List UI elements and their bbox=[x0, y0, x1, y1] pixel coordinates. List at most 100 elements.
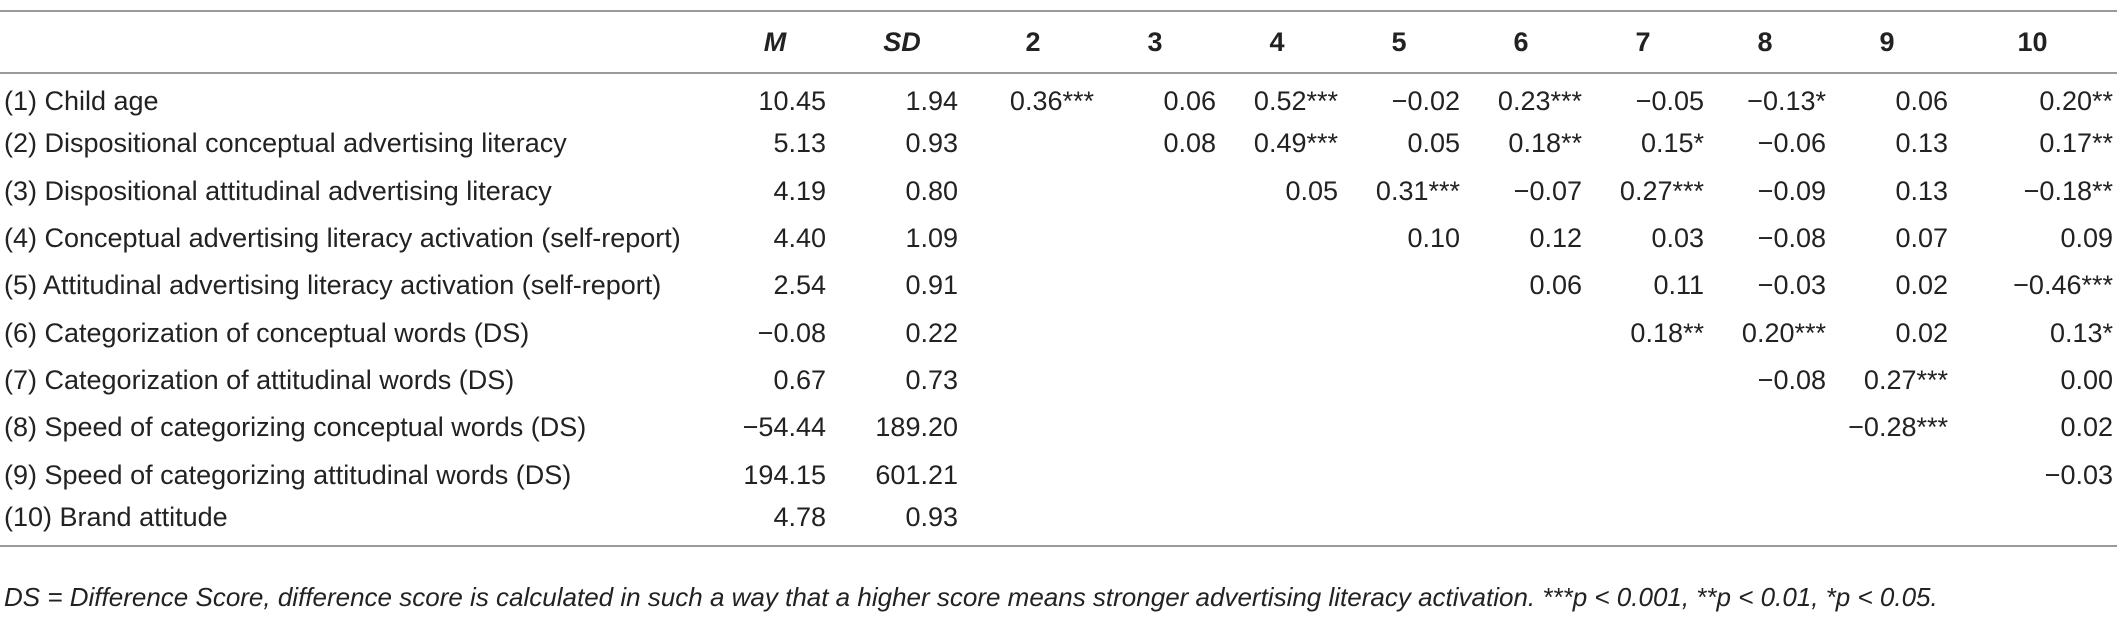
row-sd: 0.73 bbox=[905, 364, 958, 395]
correlation-cell bbox=[1460, 404, 1582, 451]
correlation-cell bbox=[1216, 451, 1338, 498]
correlation-cell: 0.00 bbox=[2060, 364, 2113, 395]
correlation-cell bbox=[1460, 357, 1582, 404]
correlation-cell bbox=[1704, 451, 1826, 498]
row-mean: 5.13 bbox=[773, 128, 826, 159]
correlation-cell: 0.11 bbox=[1653, 270, 1704, 301]
table-row: (9) Speed of categorizing attitudinal wo… bbox=[0, 451, 2117, 498]
correlation-cell: 0.07 bbox=[1895, 223, 1948, 254]
correlation-cell: −0.18** bbox=[2023, 175, 2113, 206]
correlation-cell bbox=[1094, 168, 1216, 215]
correlation-cell bbox=[1216, 404, 1338, 451]
row-variable-label: (8) Speed of categorizing conceptual wor… bbox=[4, 412, 587, 443]
correlation-cell: 0.06 bbox=[1895, 85, 1948, 116]
row-sd: 0.93 bbox=[832, 498, 972, 547]
correlation-cell: −0.28*** bbox=[1848, 412, 1948, 443]
correlation-cell bbox=[1094, 451, 1216, 498]
correlation-cell bbox=[1338, 262, 1460, 309]
correlation-cell: 0.02 bbox=[1895, 317, 1948, 348]
correlation-cell bbox=[1216, 498, 1338, 547]
row-variable-label: (9) Speed of categorizing attitudinal wo… bbox=[4, 459, 572, 490]
correlation-cell bbox=[1216, 262, 1338, 309]
table-row: (6) Categorization of conceptual words (… bbox=[0, 309, 2117, 356]
correlation-cell: −0.06 bbox=[1757, 128, 1826, 159]
correlation-cell bbox=[1582, 357, 1704, 404]
correlation-cell: 0.52*** bbox=[1253, 85, 1338, 116]
row-mean: 10.45 bbox=[758, 85, 826, 116]
row-mean: 0.67 bbox=[773, 364, 826, 395]
correlation-cell bbox=[972, 168, 1094, 215]
header-mean: M bbox=[718, 10, 832, 74]
correlation-cell bbox=[972, 451, 1094, 498]
header-col-3: 3 bbox=[1094, 10, 1216, 74]
correlation-cell: 0.13 bbox=[1895, 175, 1948, 206]
table-header: M SD 2 3 4 5 6 7 8 9 10 bbox=[0, 10, 2117, 74]
correlation-cell bbox=[1094, 215, 1216, 262]
correlation-cell: 0.05 bbox=[1407, 128, 1460, 159]
correlation-cell: 0.20** bbox=[2039, 85, 2113, 116]
correlation-cell: −0.02 bbox=[1391, 85, 1460, 116]
row-mean: 4.19 bbox=[773, 175, 826, 206]
correlation-cell bbox=[1338, 309, 1460, 356]
correlation-cell bbox=[1216, 357, 1338, 404]
row-sd: 0.22 bbox=[905, 317, 958, 348]
correlation-cell: 0.10 bbox=[1407, 223, 1460, 254]
correlation-cell bbox=[972, 357, 1094, 404]
row-variable-label: (7) Categorization of attitudinal words … bbox=[4, 364, 515, 395]
header-sd: SD bbox=[832, 10, 972, 74]
correlation-cell bbox=[1338, 451, 1460, 498]
correlation-cell bbox=[1460, 451, 1582, 498]
row-variable-label: (10) Brand attitude bbox=[0, 498, 718, 547]
row-mean: 194.15 bbox=[743, 459, 826, 490]
correlation-cell: −0.08 bbox=[1757, 364, 1826, 395]
header-col-9: 9 bbox=[1826, 10, 1948, 74]
table-row: (2) Dispositional conceptual advertising… bbox=[0, 120, 2117, 167]
correlation-cell bbox=[1094, 309, 1216, 356]
header-col-8: 8 bbox=[1704, 10, 1826, 74]
row-sd: 189.20 bbox=[875, 412, 958, 443]
correlation-cell bbox=[1582, 451, 1704, 498]
correlation-cell: 0.17** bbox=[2039, 128, 2113, 159]
row-variable-label: (1) Child age bbox=[4, 85, 159, 116]
row-sd: 601.21 bbox=[875, 459, 958, 490]
correlation-cell: 0.20*** bbox=[1741, 317, 1826, 348]
correlation-cell bbox=[1948, 498, 2117, 547]
correlation-cell: −0.03 bbox=[2044, 459, 2113, 490]
table-row: (3) Dispositional attitudinal advertisin… bbox=[0, 168, 2117, 215]
row-sd: 0.80 bbox=[905, 175, 958, 206]
header-col-5: 5 bbox=[1338, 10, 1460, 74]
correlation-cell bbox=[1338, 404, 1460, 451]
correlation-cell: 0.36*** bbox=[1009, 85, 1094, 116]
correlation-cell bbox=[972, 404, 1094, 451]
table-row: (7) Categorization of attitudinal words … bbox=[0, 357, 2117, 404]
correlation-cell bbox=[1338, 357, 1460, 404]
correlation-cell bbox=[1216, 215, 1338, 262]
correlation-cell: 0.18** bbox=[1508, 128, 1582, 159]
correlation-cell: 0.49*** bbox=[1253, 128, 1338, 159]
row-mean: −0.08 bbox=[757, 317, 826, 348]
correlation-cell bbox=[972, 120, 1094, 167]
row-variable-label: (5) Attitudinal advertising literacy act… bbox=[4, 270, 662, 301]
correlation-cell bbox=[1704, 404, 1826, 451]
correlation-cell bbox=[1704, 498, 1826, 547]
correlation-cell: 0.18** bbox=[1630, 317, 1704, 348]
correlation-cell bbox=[972, 215, 1094, 262]
correlation-cell bbox=[1582, 498, 1704, 547]
correlation-cell: 0.12 bbox=[1529, 223, 1582, 254]
correlation-cell: −0.07 bbox=[1513, 175, 1582, 206]
correlation-cell: −0.46*** bbox=[2013, 270, 2113, 301]
row-sd: 1.09 bbox=[905, 223, 958, 254]
correlation-cell: 0.15* bbox=[1640, 128, 1704, 159]
table-note: DS = Difference Score, difference score … bbox=[4, 582, 1938, 612]
row-mean: −54.44 bbox=[742, 412, 826, 443]
correlation-cell: 0.13 bbox=[1895, 128, 1948, 159]
row-variable-label: (4) Conceptual advertising literacy acti… bbox=[4, 223, 681, 254]
correlation-cell bbox=[1826, 451, 1948, 498]
correlation-cell: −0.08 bbox=[1757, 223, 1826, 254]
header-col-10: 10 bbox=[1948, 10, 2117, 74]
correlation-cell: 0.06 bbox=[1163, 85, 1216, 116]
table-row: (5) Attitudinal advertising literacy act… bbox=[0, 262, 2117, 309]
correlation-cell: 0.27*** bbox=[1863, 364, 1948, 395]
correlation-cell: −0.13* bbox=[1747, 85, 1826, 116]
correlation-cell: −0.05 bbox=[1635, 85, 1704, 116]
